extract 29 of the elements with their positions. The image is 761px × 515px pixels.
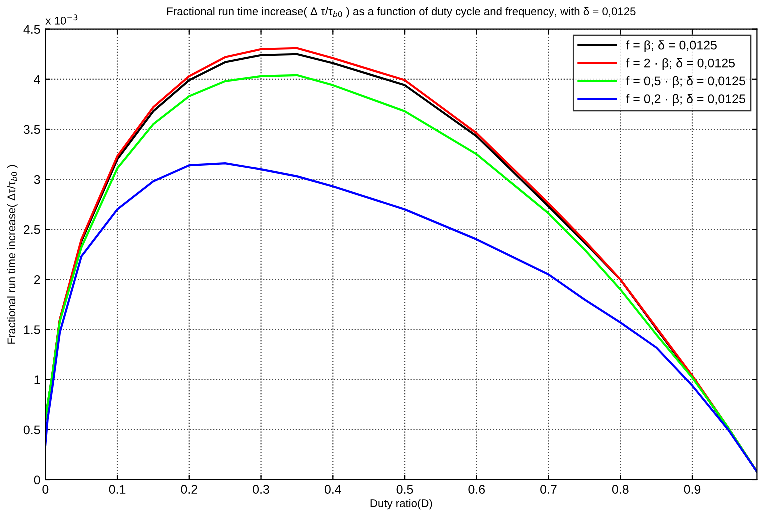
x-axis-title: Duty ratio(D) xyxy=(370,499,432,510)
x-tick-label: 0.1 xyxy=(109,485,126,494)
x-tick-label: 0 xyxy=(42,485,49,494)
legend-label: f = 0,2 · β; δ = 0,0125 xyxy=(626,94,746,106)
chart-title: Fractional run time increase( Δ τ/τ$_{b0}$ ) as a function of duty cycle and frequency, with δ = 0,0125 xyxy=(168,7,636,18)
x-tick-label: 0.7 xyxy=(540,485,557,494)
text: x 10$^{−3}$ xyxy=(46,14,78,25)
x-tick-label: 0.6 xyxy=(468,485,486,494)
y-tick-label: 1.5 xyxy=(24,326,40,334)
y-tick-label: 1 xyxy=(34,376,40,384)
y-axis-title: Fractional run time increase( Δτ/τ$_{b0}$ ) xyxy=(7,165,18,344)
y-tick-label: 4 xyxy=(34,75,40,84)
line-series xyxy=(46,162,758,474)
x-tick-label: 0.4 xyxy=(324,485,342,494)
y-tick-label: 2.5 xyxy=(24,225,40,234)
x-tick-label: 0.9 xyxy=(684,485,701,494)
y-tick-label: 0 xyxy=(34,476,40,485)
x-tick-label: 0.8 xyxy=(612,485,629,494)
legend-label: f = 2 · β; δ = 0,0125 xyxy=(626,58,735,70)
x-tick-label: 0.2 xyxy=(181,485,198,494)
y-tick-label: 0.5 xyxy=(24,426,40,435)
y-tick-label: 3.5 xyxy=(24,125,40,134)
y-tick-label: 2 xyxy=(34,276,40,284)
x-tick-label: 0.5 xyxy=(396,485,414,494)
y-tick-label: 4.5 xyxy=(24,25,40,34)
y-tick-label: 3 xyxy=(34,175,40,184)
x-tick-label: 0.3 xyxy=(253,485,270,494)
legend-label: f = β; δ = 0,0125 xyxy=(626,40,717,52)
legend-label: f = 0,5 · β; δ = 0,0125 xyxy=(626,76,746,88)
